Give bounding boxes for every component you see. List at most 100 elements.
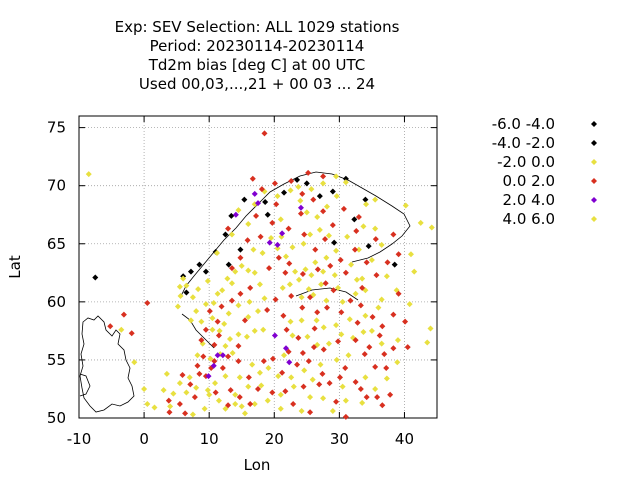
data-point — [269, 219, 276, 226]
data-point — [314, 214, 321, 221]
data-point — [390, 311, 397, 318]
data-point — [281, 352, 288, 359]
data-point — [165, 397, 172, 404]
legend-marker — [591, 121, 597, 127]
data-point — [229, 349, 236, 356]
y-tick-label: 75 — [47, 119, 66, 137]
data-point — [225, 310, 232, 317]
data-point — [373, 272, 380, 279]
data-point — [337, 257, 344, 264]
legend-label: -4.0 -2.0 — [492, 134, 555, 152]
data-point — [219, 287, 226, 294]
title-line-2: Period: 20230114-20230114 — [150, 37, 365, 55]
data-point — [269, 389, 276, 396]
data-point — [271, 332, 278, 339]
data-point — [365, 243, 372, 250]
legend-label: 0.0 2.0 — [503, 172, 555, 190]
data-point — [307, 409, 314, 416]
data-point — [211, 358, 218, 365]
data-point — [323, 297, 330, 304]
data-point — [215, 397, 222, 404]
data-point — [264, 397, 271, 404]
data-point — [337, 374, 344, 381]
x-tick-label: -10 — [67, 430, 92, 448]
data-point — [107, 323, 114, 330]
data-point — [325, 232, 332, 239]
data-point — [308, 272, 315, 279]
data-point — [333, 356, 340, 363]
data-point — [331, 272, 338, 279]
data-point — [238, 262, 245, 269]
data-point — [219, 365, 226, 372]
data-point — [366, 344, 373, 351]
data-point — [357, 385, 364, 392]
data-point — [209, 326, 216, 333]
data-point — [402, 318, 409, 325]
title-line-3: Td2m bias [deg C] at 00 UTC — [148, 56, 366, 74]
data-point — [285, 225, 292, 232]
data-point — [287, 318, 294, 325]
coastline-map — [79, 171, 411, 413]
data-point — [209, 315, 216, 322]
data-point — [379, 402, 386, 409]
data-point — [235, 302, 242, 309]
data-point — [340, 205, 347, 212]
data-point — [345, 352, 352, 359]
data-point — [327, 262, 334, 269]
data-point — [255, 385, 261, 392]
data-point — [298, 294, 305, 301]
data-point — [323, 254, 330, 261]
data-point — [342, 365, 349, 372]
data-point — [198, 318, 205, 325]
data-point — [237, 254, 244, 261]
data-point — [339, 298, 346, 305]
data-point — [323, 304, 330, 311]
data-point — [339, 383, 346, 390]
data-point — [251, 269, 258, 276]
data-point — [288, 178, 295, 185]
data-point — [183, 282, 190, 289]
legend-label: 2.0 4.0 — [503, 191, 555, 209]
data-point — [372, 196, 379, 203]
data-point — [303, 209, 310, 216]
data-point — [225, 261, 232, 268]
data-point — [187, 268, 194, 275]
data-point — [211, 341, 218, 348]
data-point — [210, 362, 217, 369]
data-point — [299, 304, 306, 311]
data-point — [187, 317, 194, 324]
data-point — [222, 373, 229, 380]
data-point — [378, 296, 385, 303]
data-point — [259, 250, 266, 257]
data-point — [316, 226, 323, 233]
data-point — [258, 382, 265, 389]
data-point — [320, 268, 327, 275]
data-point — [299, 190, 306, 197]
data-point — [272, 296, 279, 303]
data-points — [85, 130, 435, 420]
data-point — [322, 280, 329, 287]
data-point — [256, 281, 263, 288]
data-point — [300, 383, 307, 390]
data-point — [395, 251, 402, 258]
data-point — [313, 317, 320, 324]
data-point — [245, 313, 252, 320]
data-point — [314, 309, 321, 316]
data-point — [376, 332, 383, 339]
data-point — [289, 244, 296, 251]
data-point — [305, 286, 312, 293]
data-point — [360, 223, 367, 230]
data-point — [311, 325, 318, 332]
x-tick-label: 0 — [139, 430, 149, 448]
data-point — [342, 397, 349, 404]
data-point — [286, 260, 293, 267]
data-point — [355, 246, 362, 253]
data-point — [191, 394, 198, 401]
data-point — [196, 261, 203, 268]
data-point — [166, 409, 173, 416]
legend: -6.0 -4.0-4.0 -2.0-2.0 0.00.0 2.02.0 4.0… — [492, 115, 597, 228]
data-point — [342, 269, 349, 276]
data-point — [176, 401, 183, 408]
data-point — [300, 240, 307, 247]
